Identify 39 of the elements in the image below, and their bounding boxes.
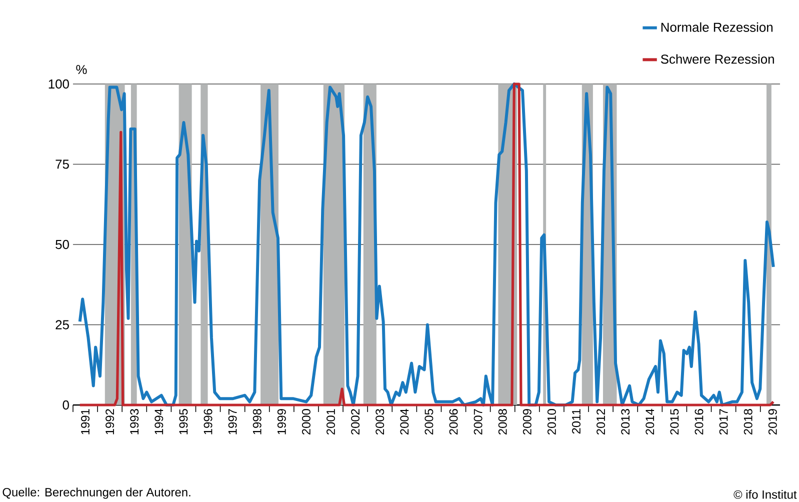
x-tick-label: 2001 bbox=[326, 409, 335, 435]
y-tick-label: 0 bbox=[62, 400, 69, 410]
x-tick-label: 2006 bbox=[449, 409, 458, 435]
source-note: Quelle: Berechnungen der Autoren. bbox=[2, 488, 190, 499]
x-tick-label: 2010 bbox=[547, 408, 556, 435]
x-tick-label: 2019 bbox=[768, 409, 777, 435]
x-tick-label: 1992 bbox=[106, 409, 114, 434]
x-tick-label: 1995 bbox=[179, 409, 188, 434]
x-tick-label: 2015 bbox=[670, 409, 679, 435]
text: © ifo Institut bbox=[734, 490, 797, 499]
x-tick-label: 2016 bbox=[694, 409, 704, 435]
legend-label: Normale Rezession bbox=[661, 22, 773, 32]
x-tick-label: 2011 bbox=[572, 409, 580, 434]
legend-label: Schwere Rezession bbox=[660, 54, 774, 64]
x-tick-label: 1997 bbox=[228, 409, 237, 434]
x-tick-label: 2012 bbox=[596, 409, 606, 435]
x-tick-label: 1991 bbox=[81, 409, 90, 434]
x-tick-label: 2000 bbox=[302, 408, 310, 435]
x-tick-label: 1996 bbox=[204, 409, 212, 434]
y-tick-label: 25 bbox=[56, 320, 69, 330]
x-tick-label: 2005 bbox=[424, 409, 434, 435]
y-tick-label: 100 bbox=[48, 79, 69, 89]
y-tick-label: 50 bbox=[56, 240, 69, 250]
x-tick-label: 2009 bbox=[522, 409, 532, 435]
x-tick-label: 2008 bbox=[498, 409, 507, 435]
x-tick-label: 2003 bbox=[376, 409, 384, 435]
x-tick-label: 2014 bbox=[646, 408, 654, 435]
y-axis-title: % bbox=[76, 64, 87, 74]
x-tick-label: 1998 bbox=[252, 409, 262, 434]
x-tick-label: 2007 bbox=[474, 409, 482, 435]
x-tick-label: 2004 bbox=[400, 408, 409, 435]
y-tick-label: 75 bbox=[56, 160, 69, 169]
x-tick-label: 2018 bbox=[744, 409, 752, 435]
x-tick-label: 2017 bbox=[719, 409, 728, 435]
x-tick-label: 2013 bbox=[621, 409, 630, 435]
x-tick-label: 2002 bbox=[351, 409, 360, 435]
x-tick-label: 1994 bbox=[154, 408, 164, 434]
x-tick-label: 1993 bbox=[130, 409, 139, 434]
x-tick-label: 1999 bbox=[277, 409, 286, 434]
